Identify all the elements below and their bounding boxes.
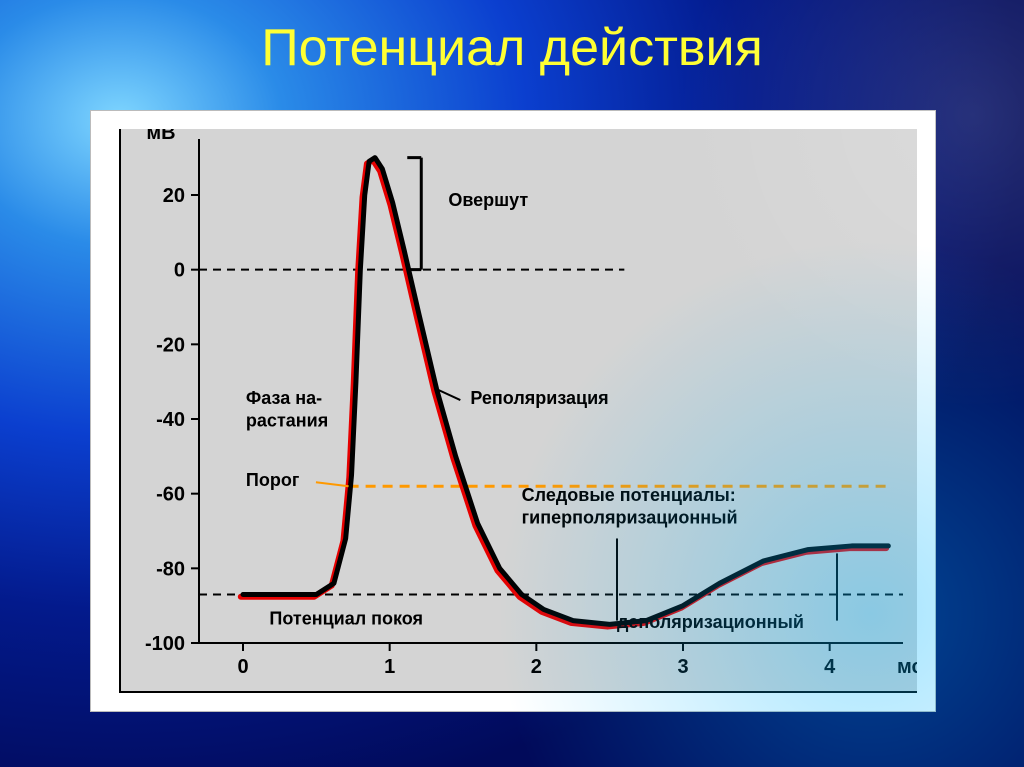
plot-area: -100 -80 -60 -40 -20 0 20 мВ 0 1 2 3 4 мс Овершут Фаза … (119, 129, 917, 693)
svg-text:мВ: мВ (146, 129, 175, 144)
svg-text:мс: мс (897, 656, 917, 678)
svg-text:3: 3 (677, 656, 688, 678)
svg-text:-100: -100 (145, 633, 185, 655)
svg-text:гиперполяризационный: гиперполяризационный (522, 508, 738, 528)
svg-text:20: 20 (163, 185, 185, 207)
svg-text:-60: -60 (156, 484, 185, 506)
slide-title: Потенциал действия (0, 18, 1024, 78)
svg-text:Реполяризация: Реполяризация (470, 388, 608, 408)
svg-text:-40: -40 (156, 409, 185, 431)
svg-text:-80: -80 (156, 558, 185, 580)
svg-text:Овершут: Овершут (448, 190, 528, 210)
chart-svg: -100 -80 -60 -40 -20 0 20 мВ 0 1 2 3 4 мс Овершут Фаза … (121, 129, 917, 691)
chart-panel: -100 -80 -60 -40 -20 0 20 мВ 0 1 2 3 4 мс Овершут Фаза … (90, 110, 936, 712)
svg-text:2: 2 (531, 656, 542, 678)
svg-text:Следовые потенциалы:: Следовые потенциалы: (522, 485, 736, 505)
svg-text:0: 0 (237, 656, 248, 678)
svg-text:-20: -20 (156, 334, 185, 356)
svg-text:деполяризационный: деполяризационный (617, 612, 804, 632)
svg-text:Порог: Порог (246, 470, 300, 490)
svg-text:Потенциал покоя: Потенциал покоя (269, 608, 423, 628)
svg-text:4: 4 (824, 656, 836, 678)
svg-text:1: 1 (384, 656, 395, 678)
svg-text:0: 0 (174, 260, 185, 282)
svg-text:растания: растания (246, 410, 328, 430)
svg-text:Фаза на-: Фаза на- (246, 388, 322, 408)
